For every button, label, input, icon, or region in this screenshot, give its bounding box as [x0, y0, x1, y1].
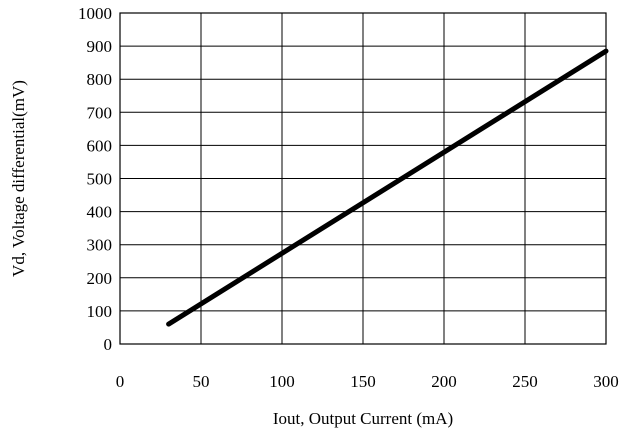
x-tick-labels: 0 50 100 150 200 250 300	[116, 372, 619, 391]
y-tick-label-1: 100	[87, 302, 113, 321]
x-tick-label-1: 50	[193, 372, 210, 391]
y-tick-label-4: 400	[87, 203, 113, 222]
y-tick-label-2: 200	[87, 269, 113, 288]
x-tick-label-3: 150	[350, 372, 376, 391]
y-tick-label-8: 800	[87, 70, 113, 89]
y-tick-label-3: 300	[87, 236, 113, 255]
y-tick-label-9: 900	[87, 37, 113, 56]
y-tick-labels: 0 100 200 300 400 500 600 700 800 900 1000	[78, 4, 112, 354]
y-tick-label-5: 500	[87, 170, 113, 189]
y-tick-label-6: 600	[87, 136, 113, 155]
y-tick-label-7: 700	[87, 103, 113, 122]
grid-lines	[119, 12, 607, 345]
x-tick-label-0: 0	[116, 372, 125, 391]
series-line-0	[166, 48, 609, 327]
y-axis-label: Vd, Voltage differential(mV)	[9, 80, 28, 277]
x-tick-label-5: 250	[512, 372, 538, 391]
plot-frame	[119, 12, 607, 345]
x-tick-label-4: 200	[431, 372, 457, 391]
x-axis-label: Iout, Output Current (mA)	[273, 409, 453, 428]
x-tick-label-2: 100	[269, 372, 295, 391]
x-tick-label-6: 300	[593, 372, 619, 391]
series-lines	[166, 48, 609, 327]
y-tick-label-0: 0	[104, 335, 113, 354]
y-tick-label-10: 1000	[78, 4, 112, 23]
